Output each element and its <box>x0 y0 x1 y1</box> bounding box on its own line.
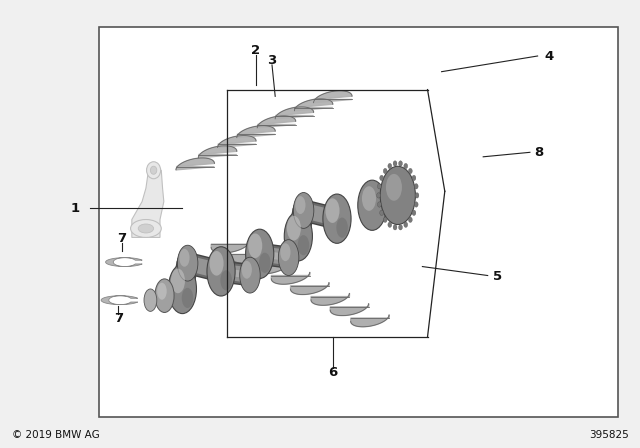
Ellipse shape <box>408 217 412 223</box>
Polygon shape <box>294 99 333 111</box>
Ellipse shape <box>144 289 157 311</box>
Ellipse shape <box>399 161 403 166</box>
Ellipse shape <box>259 253 271 273</box>
Ellipse shape <box>147 162 161 179</box>
Text: 7: 7 <box>117 232 126 245</box>
Ellipse shape <box>293 193 314 228</box>
Ellipse shape <box>383 217 387 223</box>
Polygon shape <box>237 126 275 138</box>
Polygon shape <box>176 158 214 170</box>
Ellipse shape <box>378 184 381 189</box>
Ellipse shape <box>326 198 340 223</box>
Ellipse shape <box>171 269 185 293</box>
Ellipse shape <box>414 184 418 189</box>
Polygon shape <box>330 304 369 315</box>
Ellipse shape <box>337 218 348 238</box>
Ellipse shape <box>412 210 416 215</box>
Ellipse shape <box>207 247 235 296</box>
Polygon shape <box>132 170 164 237</box>
Polygon shape <box>218 136 256 147</box>
Ellipse shape <box>246 229 274 279</box>
Ellipse shape <box>399 224 403 230</box>
Ellipse shape <box>388 164 392 169</box>
Ellipse shape <box>408 168 412 174</box>
Text: 2: 2 <box>252 43 260 57</box>
Text: 3: 3 <box>268 54 276 67</box>
Ellipse shape <box>209 251 223 276</box>
Ellipse shape <box>220 270 232 290</box>
Ellipse shape <box>404 222 408 228</box>
Ellipse shape <box>358 180 387 230</box>
Ellipse shape <box>248 233 262 258</box>
Ellipse shape <box>287 216 301 241</box>
Ellipse shape <box>393 161 397 166</box>
Text: 7: 7 <box>114 312 123 326</box>
Ellipse shape <box>383 168 387 174</box>
Polygon shape <box>311 293 349 305</box>
Polygon shape <box>198 146 237 158</box>
Text: 6: 6 <box>328 366 337 379</box>
Polygon shape <box>211 241 250 253</box>
Text: 1: 1 <box>71 202 80 215</box>
Ellipse shape <box>388 222 392 228</box>
Ellipse shape <box>378 202 381 207</box>
Polygon shape <box>351 315 389 327</box>
Ellipse shape <box>284 211 312 261</box>
Ellipse shape <box>240 257 260 293</box>
Ellipse shape <box>380 175 383 181</box>
Ellipse shape <box>278 240 299 276</box>
Ellipse shape <box>295 196 305 214</box>
Ellipse shape <box>131 220 161 237</box>
Ellipse shape <box>362 186 376 211</box>
Ellipse shape <box>414 202 418 207</box>
Ellipse shape <box>377 193 381 198</box>
Polygon shape <box>106 258 142 267</box>
Text: 5: 5 <box>493 270 502 284</box>
Ellipse shape <box>150 166 157 174</box>
Ellipse shape <box>138 224 154 233</box>
Polygon shape <box>314 91 352 103</box>
Ellipse shape <box>323 194 351 243</box>
Polygon shape <box>232 251 270 263</box>
Ellipse shape <box>380 166 415 224</box>
Ellipse shape <box>179 249 189 267</box>
Polygon shape <box>101 296 138 305</box>
Ellipse shape <box>155 279 174 313</box>
Text: © 2019 BMW AG: © 2019 BMW AG <box>12 430 99 439</box>
Ellipse shape <box>386 174 402 201</box>
Bar <box>99 27 618 417</box>
Ellipse shape <box>412 175 416 181</box>
Ellipse shape <box>280 243 291 261</box>
Polygon shape <box>257 116 296 128</box>
Text: 4: 4 <box>545 49 554 63</box>
Text: 395825: 395825 <box>589 430 628 439</box>
Text: 8: 8 <box>534 146 543 159</box>
Polygon shape <box>251 262 289 274</box>
Ellipse shape <box>404 164 408 169</box>
Ellipse shape <box>177 245 198 281</box>
Ellipse shape <box>415 193 419 198</box>
Polygon shape <box>271 272 310 284</box>
Ellipse shape <box>242 261 252 279</box>
Polygon shape <box>291 283 329 294</box>
Ellipse shape <box>393 224 397 230</box>
Ellipse shape <box>182 288 193 308</box>
Ellipse shape <box>380 210 383 215</box>
Ellipse shape <box>157 283 166 300</box>
Ellipse shape <box>298 235 309 255</box>
Ellipse shape <box>168 264 196 314</box>
Polygon shape <box>275 107 314 119</box>
